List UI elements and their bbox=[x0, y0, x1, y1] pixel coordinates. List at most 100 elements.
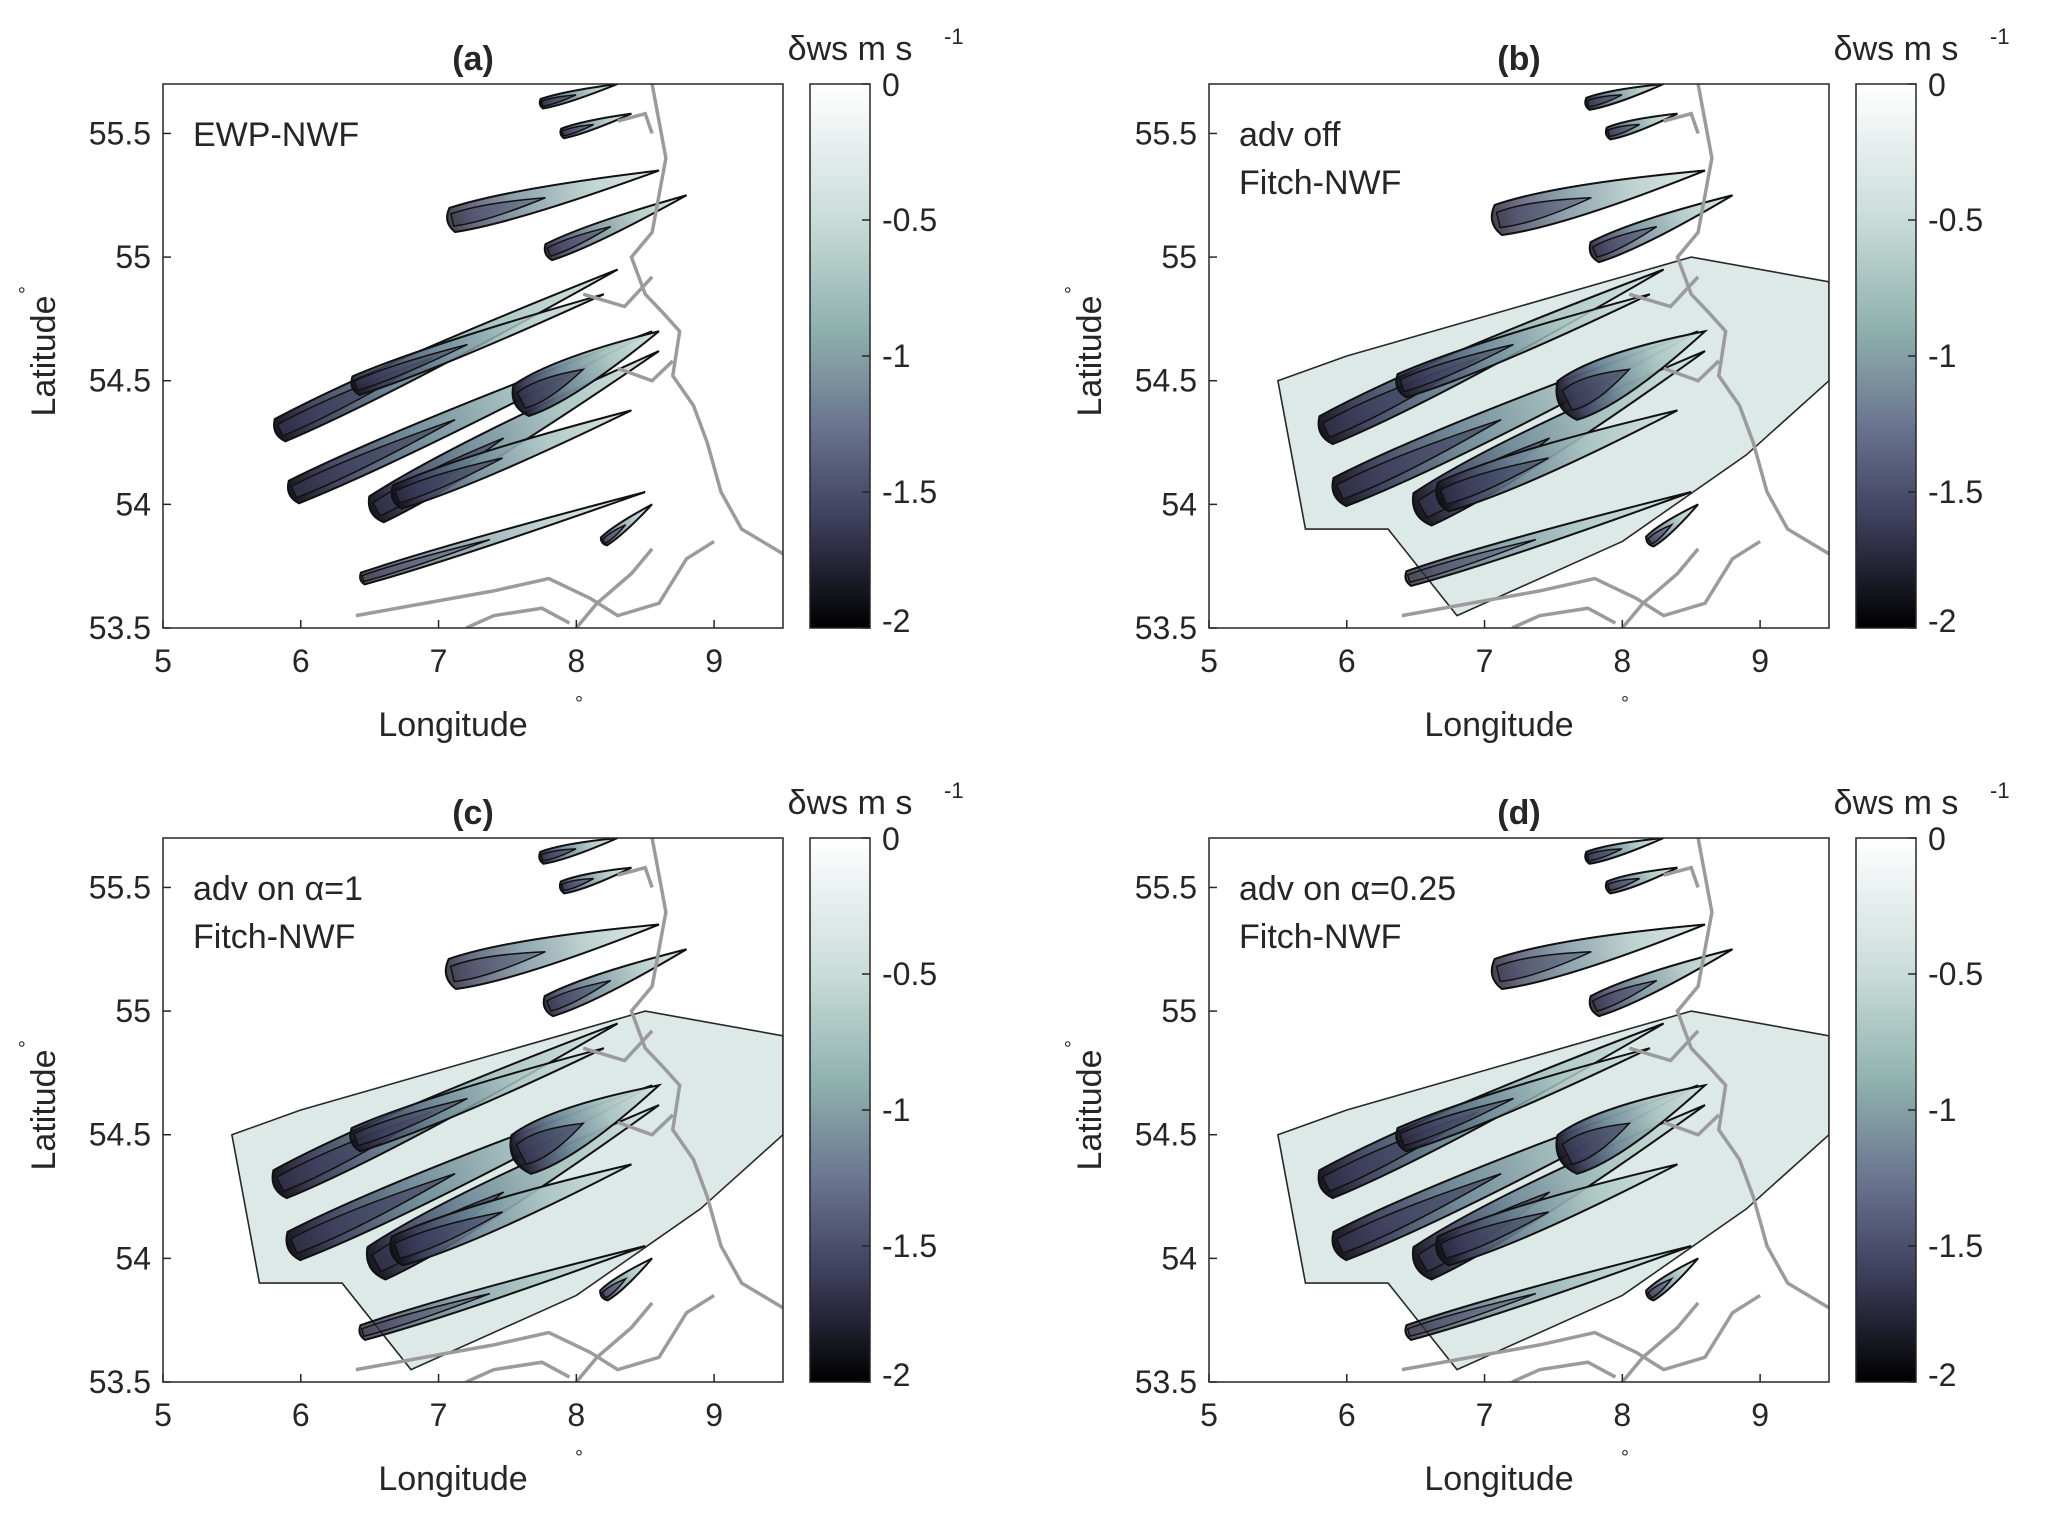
y-tick-label: 54 bbox=[1161, 486, 1197, 522]
x-axis-degree: ° bbox=[575, 1447, 583, 1469]
colorbar-tick-label: 0 bbox=[882, 67, 900, 103]
x-tick-label: 5 bbox=[1200, 643, 1218, 679]
x-tick-label: 5 bbox=[154, 1397, 172, 1433]
wake-8 bbox=[1588, 948, 1734, 1018]
colorbar bbox=[809, 837, 871, 1383]
contour-field bbox=[1276, 838, 1829, 1382]
y-axis-label: Latitude bbox=[1071, 1050, 1109, 1171]
y-tick-label: 55.5 bbox=[1135, 115, 1197, 151]
wake-1 bbox=[350, 293, 605, 397]
colorbar-tick-label: -2 bbox=[1928, 1357, 1956, 1393]
panel-title: (c) bbox=[452, 794, 494, 832]
colorbar-label-exponent: -1 bbox=[944, 24, 964, 49]
colorbar-label-exponent: -1 bbox=[944, 778, 964, 803]
colorbar-label: δws m s bbox=[1834, 784, 1959, 822]
wake-6 bbox=[359, 491, 646, 586]
x-tick-label: 6 bbox=[1338, 643, 1356, 679]
colorbar-tick-label: -1 bbox=[1928, 338, 1956, 374]
y-tick-label: 55 bbox=[115, 993, 151, 1029]
colorbar-tick-label: -0.5 bbox=[882, 202, 937, 238]
y-axis-label: Latitude bbox=[25, 296, 63, 417]
coastline bbox=[465, 606, 571, 628]
wake-6 bbox=[1404, 1245, 1692, 1342]
colorbar-tick-label: -1 bbox=[1928, 1092, 1956, 1128]
colorbar-label: δws m s bbox=[1834, 30, 1959, 68]
wake-4 bbox=[509, 1083, 663, 1175]
panel-title: (a) bbox=[452, 40, 494, 78]
wake-7 bbox=[599, 503, 653, 547]
coastline bbox=[1511, 1360, 1617, 1382]
wake-11 bbox=[538, 84, 619, 110]
coastline bbox=[629, 838, 783, 1310]
wake-1 bbox=[349, 1047, 605, 1153]
colorbar-tick-label: -0.5 bbox=[882, 956, 937, 992]
coastline bbox=[629, 84, 783, 556]
coastline bbox=[1620, 1301, 1700, 1382]
x-tick-label: 8 bbox=[1613, 643, 1631, 679]
wake-5 bbox=[389, 1163, 632, 1267]
y-tick-label: 54.5 bbox=[1135, 363, 1197, 399]
colorbar-tick-label: -1 bbox=[882, 1092, 910, 1128]
y-axis-label: Latitude bbox=[25, 1050, 63, 1171]
y-tick-label: 55.5 bbox=[1135, 869, 1197, 905]
x-axis-degree: ° bbox=[1621, 693, 1629, 715]
coastline bbox=[1401, 1293, 1762, 1372]
y-tick-label: 54.5 bbox=[1135, 1117, 1197, 1153]
coastline bbox=[1675, 84, 1829, 556]
y-tick-label: 54 bbox=[115, 1240, 151, 1276]
coastline bbox=[574, 1301, 654, 1382]
coastline bbox=[355, 539, 716, 618]
x-axis-label: Longitude bbox=[1424, 706, 1573, 744]
colorbar-tick-label: -0.5 bbox=[1928, 202, 1983, 238]
colorbar-tick-label: -1.5 bbox=[882, 474, 937, 510]
colorbar-tick-label: 0 bbox=[1928, 821, 1946, 857]
plot-area bbox=[163, 84, 783, 628]
coastline bbox=[355, 1293, 716, 1372]
x-tick-label: 6 bbox=[1338, 1397, 1356, 1433]
colorbar-tick-label: -2 bbox=[882, 603, 910, 639]
colorbar-label-exponent: -1 bbox=[1990, 778, 2010, 803]
coastline bbox=[582, 1029, 654, 1063]
colorbar bbox=[1855, 837, 1917, 1383]
panel-annotation: Fitch-NWF bbox=[1239, 918, 1401, 956]
coastline bbox=[1511, 606, 1617, 628]
wake-9 bbox=[1490, 169, 1706, 237]
wake-7 bbox=[1645, 1257, 1699, 1302]
axes-frame bbox=[1208, 83, 1830, 629]
coastline bbox=[1628, 275, 1700, 309]
coastline bbox=[1663, 865, 1700, 889]
subplot-c: adv on α=1 Fitch-NWF (c) 5 6 7 8 9 53.5 54 54.5 55 5… bbox=[16, 778, 964, 1498]
y-axis-label: Latitude bbox=[1071, 296, 1109, 417]
wake-9 bbox=[446, 169, 660, 234]
x-tick-label: 9 bbox=[1751, 1397, 1769, 1433]
y-axis-degree: ° bbox=[16, 1040, 38, 1048]
x-tick-label: 6 bbox=[292, 1397, 310, 1433]
x-tick-label: 8 bbox=[1613, 1397, 1631, 1433]
wake-9 bbox=[1490, 923, 1706, 991]
wake-10 bbox=[1604, 112, 1678, 141]
wake-1 bbox=[1395, 1047, 1651, 1153]
colorbar bbox=[1855, 83, 1917, 629]
x-tick-label: 5 bbox=[1200, 1397, 1218, 1433]
colorbar bbox=[809, 83, 871, 629]
coastline bbox=[574, 547, 654, 628]
coastline bbox=[617, 111, 654, 135]
x-tick-label: 7 bbox=[430, 643, 448, 679]
wake-6 bbox=[1404, 491, 1692, 588]
subplot-b: adv off Fitch-NWF (b) 5 6 7 8 9 53.5 54 54.5 55 55.5… bbox=[1062, 24, 2010, 744]
x-tick-label: 9 bbox=[705, 643, 723, 679]
panel-annotation: Fitch-NWF bbox=[1239, 164, 1401, 202]
coastline bbox=[465, 1360, 571, 1382]
y-tick-label: 53.5 bbox=[89, 610, 151, 646]
axes-frame bbox=[162, 83, 784, 629]
coastline bbox=[1675, 838, 1829, 1310]
wake-4 bbox=[1555, 329, 1709, 421]
wake-7 bbox=[1645, 503, 1699, 548]
wake-11 bbox=[1584, 838, 1665, 865]
y-axis-degree: ° bbox=[1062, 1040, 1084, 1048]
wake-8 bbox=[542, 948, 688, 1018]
y-tick-label: 53.5 bbox=[1135, 610, 1197, 646]
wake-4 bbox=[511, 330, 660, 418]
wake-10 bbox=[559, 112, 632, 140]
